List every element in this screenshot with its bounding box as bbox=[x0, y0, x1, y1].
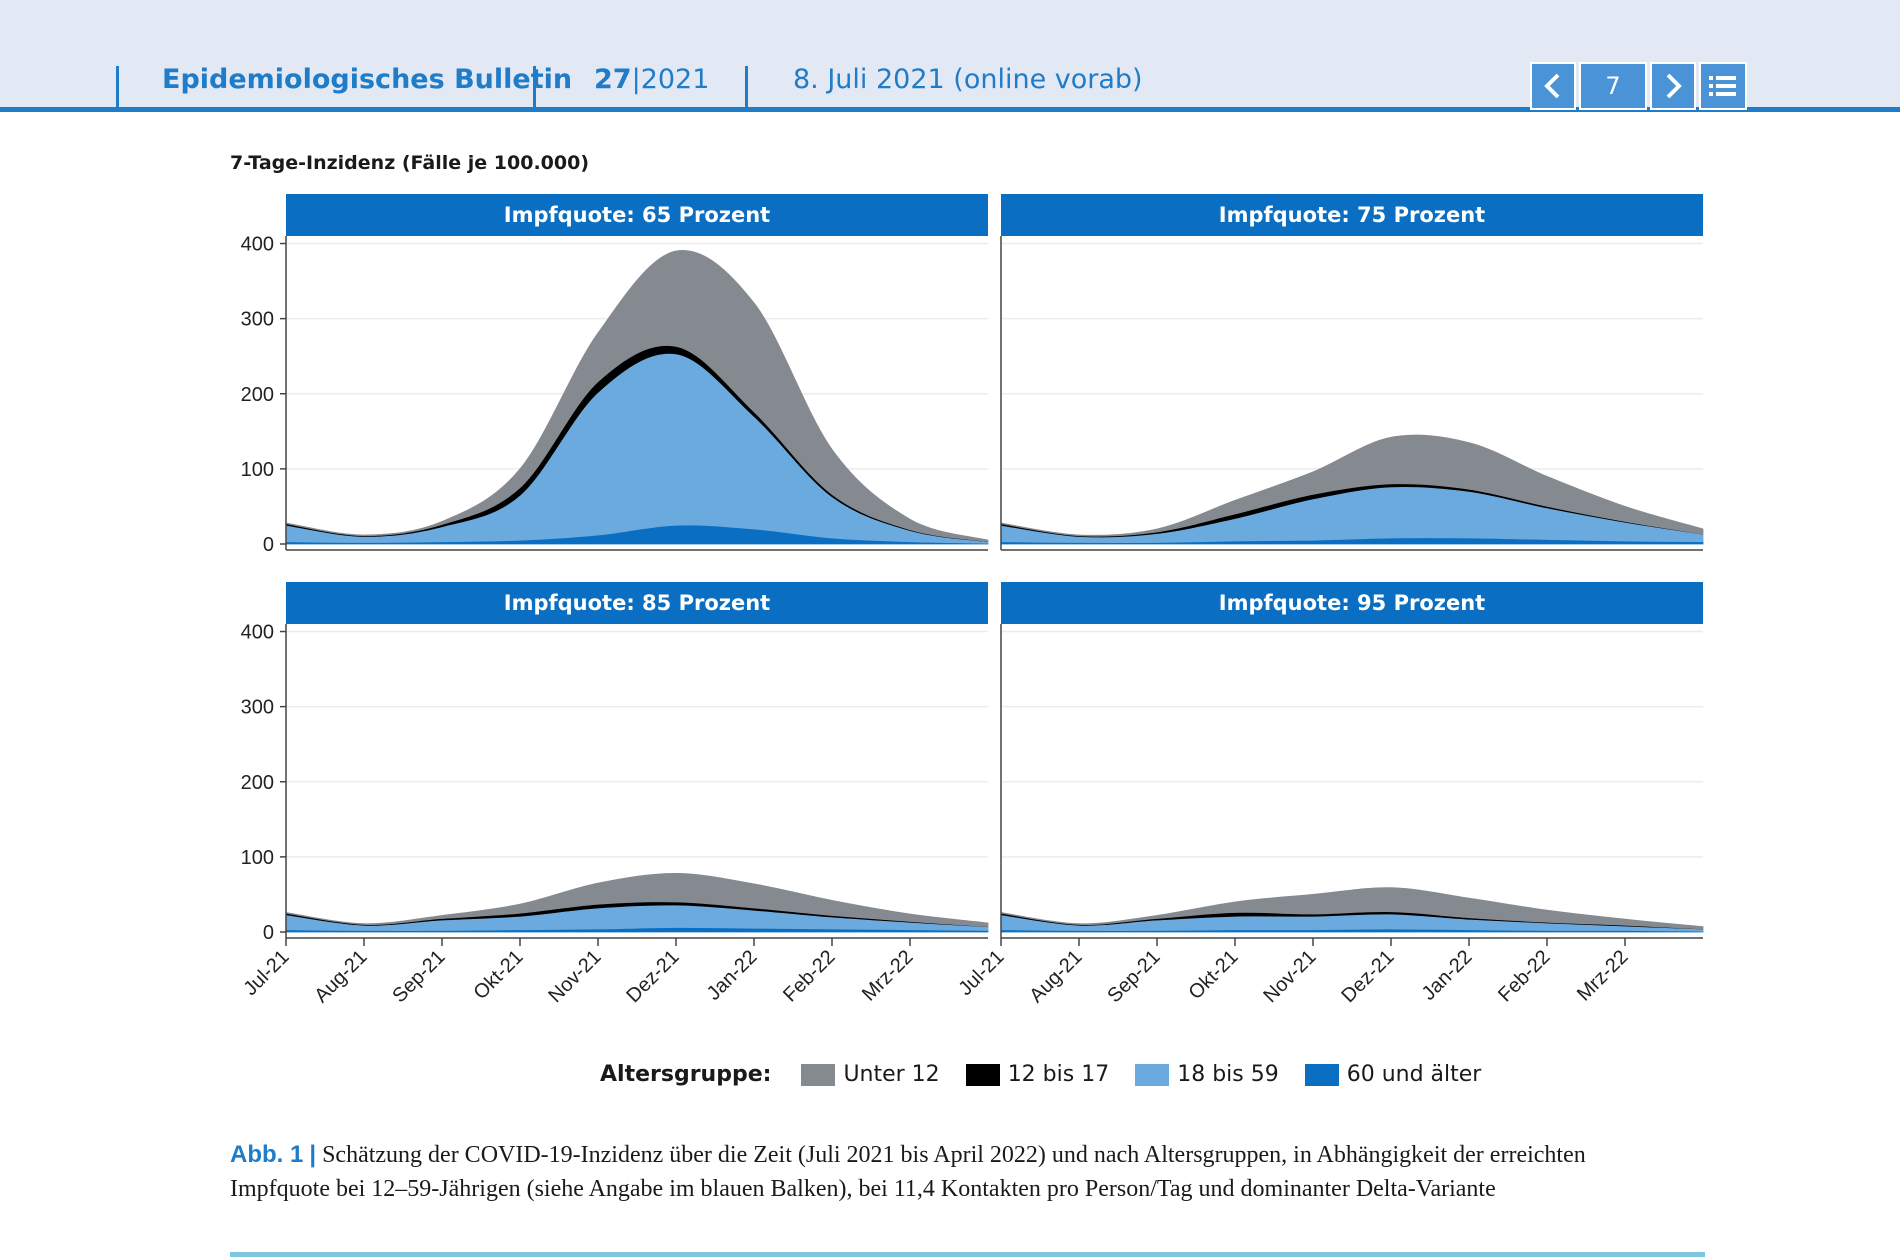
caption-separator: | bbox=[309, 1141, 317, 1168]
y-tick-label: 200 bbox=[241, 772, 274, 794]
table-of-contents-button[interactable] bbox=[1699, 62, 1747, 110]
legend-item-unter-12: Unter 12 bbox=[801, 1062, 940, 1087]
x-tick-label: Nov-21 bbox=[544, 946, 605, 1007]
legend-swatch bbox=[965, 1063, 1000, 1086]
next-page-button[interactable] bbox=[1650, 62, 1696, 110]
panel-title-4: Impfquote: 95 Prozent bbox=[1001, 582, 1703, 624]
x-tick-label: Nov-21 bbox=[1259, 946, 1320, 1007]
x-tick-label: Sep-21 bbox=[388, 946, 449, 1007]
issue-year: 2021 bbox=[640, 64, 710, 95]
panel-title-2: Impfquote: 75 Prozent bbox=[1001, 194, 1703, 236]
bottom-rule bbox=[230, 1252, 1705, 1257]
list-icon bbox=[1709, 76, 1736, 96]
figure-caption: Abb. 1 | Schätzung der COVID-19-Inzidenz… bbox=[230, 1138, 1690, 1206]
chevron-right-icon bbox=[1666, 73, 1682, 99]
y-axis-title: 7-Tage-Inzidenz (Fälle je 100.000) bbox=[230, 152, 590, 174]
legend-label: Unter 12 bbox=[843, 1062, 940, 1087]
x-tick-label: Sep-21 bbox=[1103, 946, 1164, 1007]
area-series-unter-12 bbox=[285, 872, 989, 928]
x-tick-label: Jul-21 bbox=[239, 946, 293, 1000]
issue-number: 27|2021 bbox=[594, 64, 709, 95]
legend-label: 18 bis 59 bbox=[1177, 1062, 1279, 1087]
x-tick-label: Mrz-22 bbox=[1573, 946, 1633, 1006]
y-tick-label: 400 bbox=[241, 234, 274, 256]
x-tick-label: Aug-21 bbox=[310, 946, 371, 1007]
legend-title: Altersgruppe: bbox=[600, 1062, 772, 1087]
header-bar: Epidemiologisches Bulletin 27|2021 8. Ju… bbox=[0, 0, 1900, 112]
x-tick-label: Feb-22 bbox=[1494, 946, 1554, 1006]
header-divider bbox=[116, 66, 119, 108]
x-tick-label: Jan-22 bbox=[1418, 946, 1477, 1005]
chart-legend: Altersgruppe: Unter 12 12 bis 17 18 bis … bbox=[600, 1062, 1507, 1087]
legend-item-18-bis-59: 18 bis 59 bbox=[1135, 1062, 1279, 1087]
issue-number-bold: 27 bbox=[594, 64, 632, 95]
legend-swatch bbox=[1304, 1063, 1339, 1086]
y-tick-label: 100 bbox=[241, 459, 274, 481]
legend-swatch bbox=[801, 1063, 836, 1086]
y-tick-label: 400 bbox=[241, 622, 274, 644]
area-series-unter-12 bbox=[285, 249, 989, 543]
y-tick-label: 0 bbox=[263, 922, 274, 944]
issue-date: 8. Juli 2021 (online vorab) bbox=[793, 64, 1143, 95]
y-tick-label: 100 bbox=[241, 847, 274, 869]
legend-swatch bbox=[1135, 1063, 1170, 1086]
caption-text: Schätzung der COVID-19-Inzidenz über die… bbox=[230, 1142, 1586, 1202]
x-tick-label: Mrz-22 bbox=[858, 946, 918, 1006]
previous-page-button[interactable] bbox=[1530, 62, 1576, 110]
legend-label: 60 und älter bbox=[1346, 1062, 1482, 1087]
header-divider bbox=[533, 66, 536, 108]
header-divider bbox=[745, 66, 748, 108]
page-navigation: 7 bbox=[1530, 62, 1747, 110]
area-series-unter-12 bbox=[1000, 434, 1704, 537]
x-tick-label: Jul-21 bbox=[954, 946, 1008, 1000]
y-tick-label: 200 bbox=[241, 384, 274, 406]
legend-item-60-und-aelter: 60 und älter bbox=[1304, 1062, 1482, 1087]
x-tick-label: Jan-22 bbox=[703, 946, 762, 1005]
x-tick-label: Dez-21 bbox=[1337, 946, 1398, 1007]
legend-item-12-bis-17: 12 bis 17 bbox=[965, 1062, 1110, 1087]
x-tick-label: Okt-21 bbox=[470, 946, 528, 1004]
x-tick-label: Okt-21 bbox=[1185, 946, 1243, 1004]
publication-title[interactable]: Epidemiologisches Bulletin bbox=[162, 64, 573, 95]
x-tick-label: Aug-21 bbox=[1025, 946, 1086, 1007]
y-tick-label: 300 bbox=[241, 697, 274, 719]
chevron-left-icon bbox=[1544, 73, 1560, 99]
y-tick-label: 0 bbox=[263, 534, 274, 556]
panel-title-1: Impfquote: 65 Prozent bbox=[286, 194, 988, 236]
x-tick-label: Feb-22 bbox=[779, 946, 839, 1006]
area-series-unter-12 bbox=[1000, 887, 1704, 930]
page-number[interactable]: 7 bbox=[1579, 62, 1647, 110]
y-tick-label: 300 bbox=[241, 309, 274, 331]
issue-separator: | bbox=[631, 64, 641, 95]
panel-title-3: Impfquote: 85 Prozent bbox=[286, 582, 988, 624]
x-tick-label: Dez-21 bbox=[622, 946, 683, 1007]
legend-label: 12 bis 17 bbox=[1007, 1062, 1110, 1087]
caption-label: Abb. 1 bbox=[230, 1141, 304, 1168]
